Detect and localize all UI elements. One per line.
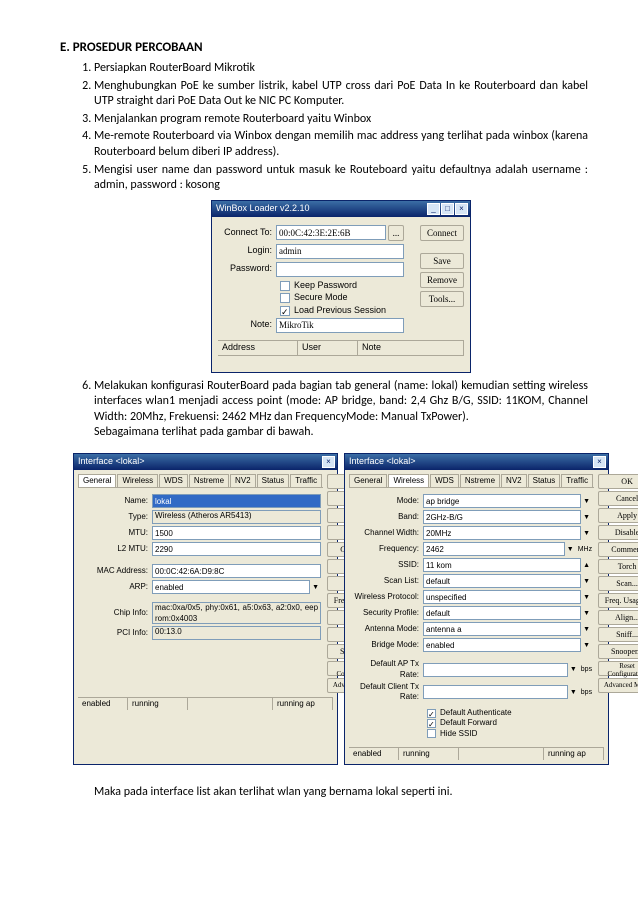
scan-button[interactable]: Scan... xyxy=(598,576,638,591)
login-input[interactable] xyxy=(276,244,404,259)
tab-nv2[interactable]: NV2 xyxy=(501,474,527,487)
maximize-icon[interactable]: □ xyxy=(441,203,454,215)
tab-nstreme[interactable]: Nstreme xyxy=(460,474,500,487)
tab-status[interactable]: Status xyxy=(528,474,561,487)
default-auth-checkbox[interactable]: ✓ xyxy=(427,709,436,718)
step-6: Melakukan konfigurasi RouterBoard pada b… xyxy=(94,379,588,772)
password-input[interactable] xyxy=(276,262,404,277)
ap-tx-input[interactable] xyxy=(423,663,568,677)
tab-wds[interactable]: WDS xyxy=(430,474,459,487)
scan-list-select[interactable] xyxy=(423,574,581,588)
note-label: Note: xyxy=(218,319,276,331)
mode-select[interactable] xyxy=(423,494,581,508)
default-forward-checkbox[interactable]: ✓ xyxy=(427,719,436,728)
tab-wds[interactable]: WDS xyxy=(159,474,188,487)
keep-password-checkbox[interactable] xyxy=(280,281,290,291)
type-field: Wireless (Atheros AR5413) xyxy=(152,510,321,524)
connect-button[interactable]: Connect xyxy=(420,225,464,241)
chevron-down-icon[interactable]: ▼ xyxy=(310,583,321,592)
window-title: WinBox Loader v2.2.10 xyxy=(216,203,310,215)
procedure-list: Persiapkan RouterBoard Mikrotik Menghubu… xyxy=(60,61,588,771)
tab-traffic[interactable]: Traffic xyxy=(290,474,322,487)
winbox-loader-window: WinBox Loader v2.2.10 _ □ × Connect To: … xyxy=(211,200,471,373)
adv-button[interactable]: Advanced Mode xyxy=(598,678,638,693)
tab-nstreme[interactable]: Nstreme xyxy=(189,474,229,487)
client-tx-input[interactable] xyxy=(423,685,568,699)
align-button[interactable]: Align... xyxy=(598,610,638,625)
ssid-input[interactable] xyxy=(423,558,581,572)
tabs: General Wireless WDS Nstreme NV2 Status … xyxy=(78,474,323,488)
cancel-button[interactable]: Cancel xyxy=(598,491,638,506)
arp-select[interactable] xyxy=(152,580,310,594)
section-heading: E. PROSEDUR PERCOBAAN xyxy=(60,40,588,55)
step-1: Persiapkan RouterBoard Mikrotik xyxy=(94,61,588,77)
chevron-down-icon[interactable]: ▼ xyxy=(565,545,576,554)
close-icon[interactable]: × xyxy=(593,456,606,468)
chevron-down-icon[interactable]: ▼ xyxy=(581,497,592,506)
button-column: OK Cancel Apply Disable Comment Torch Sc… xyxy=(598,474,638,743)
loader-grid: Address User Note xyxy=(218,340,464,356)
ok-button[interactable]: OK xyxy=(598,474,638,489)
save-button[interactable]: Save xyxy=(420,253,464,269)
after-text: Maka pada interface list akan terlihat w… xyxy=(94,785,588,799)
password-label: Password: xyxy=(218,263,276,275)
secure-mode-checkbox[interactable] xyxy=(280,293,290,303)
sniff-button[interactable]: Sniff... xyxy=(598,627,638,642)
tab-traffic[interactable]: Traffic xyxy=(561,474,593,487)
frequency-select[interactable] xyxy=(423,542,565,556)
torch-button[interactable]: Torch xyxy=(598,559,638,574)
tab-wireless[interactable]: Wireless xyxy=(117,474,158,487)
tab-status[interactable]: Status xyxy=(257,474,290,487)
antenna-mode-select[interactable] xyxy=(423,622,581,636)
step-4: Me-remote Routerboard via Winbox dengan … xyxy=(94,129,588,160)
tools-button[interactable]: Tools... xyxy=(420,291,464,307)
minimize-icon[interactable]: _ xyxy=(427,203,440,215)
snooper-button[interactable]: Snooper... xyxy=(598,644,638,659)
interface-wireless-window: Interface <lokal> × General Wireless WDS… xyxy=(344,453,609,766)
bridge-mode-select[interactable] xyxy=(423,638,581,652)
window-title: Interface <lokal> xyxy=(349,456,416,468)
channel-width-select[interactable] xyxy=(423,526,581,540)
mtu-input[interactable] xyxy=(152,526,321,540)
browse-button[interactable]: ... xyxy=(388,225,404,241)
step-5: Mengisi user name dan password untuk mas… xyxy=(94,163,588,373)
l2mtu-input[interactable] xyxy=(152,542,321,556)
titlebar: WinBox Loader v2.2.10 _ □ × xyxy=(212,201,470,217)
load-prev-checkbox[interactable]: ✓ xyxy=(280,306,290,316)
login-label: Login: xyxy=(218,245,276,257)
tabs: General Wireless WDS Nstreme NV2 Status … xyxy=(349,474,594,488)
note-input[interactable] xyxy=(276,318,404,333)
wireless-protocol-select[interactable] xyxy=(423,590,581,604)
tab-wireless[interactable]: Wireless xyxy=(388,474,429,487)
connect-label: Connect To: xyxy=(218,227,276,239)
remove-button[interactable]: Remove xyxy=(420,272,464,288)
name-input[interactable] xyxy=(152,494,321,508)
tab-general[interactable]: General xyxy=(78,474,116,487)
close-icon[interactable]: × xyxy=(455,203,468,215)
reset-button[interactable]: Reset Configuration xyxy=(598,661,638,676)
disable-button[interactable]: Disable xyxy=(598,525,638,540)
apply-button[interactable]: Apply xyxy=(598,508,638,523)
chevron-down-icon[interactable]: ▼ xyxy=(581,529,592,538)
close-icon[interactable]: × xyxy=(322,456,335,468)
security-profile-select[interactable] xyxy=(423,606,581,620)
tab-nv2[interactable]: NV2 xyxy=(230,474,256,487)
chip-field: mac:0xa/0x5, phy:0x61, a5:0x63, a2:0x0, … xyxy=(152,602,321,624)
comment-button[interactable]: Comment xyxy=(598,542,638,557)
band-select[interactable] xyxy=(423,510,581,524)
mac-input[interactable] xyxy=(152,564,321,578)
step-3: Menjalankan program remote Routerboard y… xyxy=(94,112,588,128)
chevron-down-icon[interactable]: ▼ xyxy=(581,513,592,522)
interface-general-window: Interface <lokal> × General Wireless WDS… xyxy=(73,453,338,766)
step-2: Menghubungkan PoE ke sumber listrik, kab… xyxy=(94,79,588,110)
hide-ssid-checkbox[interactable] xyxy=(427,729,436,738)
window-title: Interface <lokal> xyxy=(78,456,145,468)
connect-input[interactable] xyxy=(276,225,386,240)
freq-button[interactable]: Freq. Usage... xyxy=(598,593,638,608)
pci-field: 00:13.0 xyxy=(152,626,321,640)
tab-general[interactable]: General xyxy=(349,474,387,487)
